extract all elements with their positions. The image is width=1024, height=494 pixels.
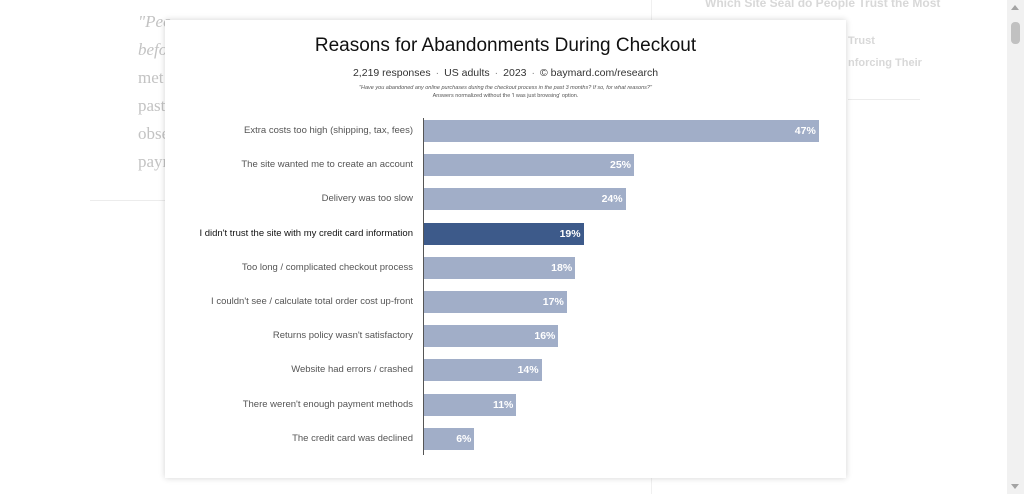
- page-scrollbar[interactable]: [1007, 0, 1024, 494]
- bar-value-label: 11%: [492, 398, 514, 411]
- bar-value-label: 18%: [551, 261, 573, 274]
- chart-meta: 2,219 responses · US adults · 2023 · © baymard…: [165, 67, 846, 79]
- chart-title: Reasons for Abandonments During Checkout: [314, 35, 697, 56]
- sidebar-article-link[interactable]: Which Site Seal do People Trust the Most: [705, 0, 941, 10]
- chart-note: Answers normalized without the 'I was ju…: [432, 93, 579, 99]
- article-divider: [90, 200, 165, 201]
- category-label: Delivery was too slow: [321, 193, 413, 205]
- y-axis-line: [423, 118, 424, 455]
- bar: 17%: [424, 291, 567, 313]
- bar-value-label: 25%: [609, 159, 631, 172]
- source: © baymard.com/research: [540, 67, 659, 79]
- sidebar-divider: [848, 99, 920, 100]
- survey-question: "Have you abandoned any online purchases…: [359, 85, 652, 91]
- bar-value-label: 16%: [534, 330, 556, 343]
- article-line: befo: [138, 40, 168, 59]
- meta-separator: ·: [435, 67, 440, 79]
- bar-value-label: 6%: [456, 432, 472, 445]
- scroll-up-icon[interactable]: [1011, 5, 1019, 10]
- responses-count: 2,219 responses: [352, 67, 431, 79]
- category-label: I couldn't see / calculate total order c…: [211, 296, 413, 307]
- article-line: past: [138, 96, 166, 115]
- bar: 11%: [424, 393, 517, 416]
- chart-modal: Reasons for Abandonments During Checkout…: [165, 20, 846, 478]
- scroll-down-icon[interactable]: [1011, 484, 1019, 489]
- article-line: payr: [138, 152, 169, 171]
- bar: 25%: [424, 154, 634, 177]
- bar: 18%: [424, 256, 576, 279]
- scrollbar-thumb[interactable]: [1011, 22, 1020, 44]
- category-label: Too long / complicated checkout process: [241, 261, 413, 273]
- bar-value-label: 17%: [542, 296, 564, 308]
- category-label: I didn't trust the site with my credit c…: [199, 227, 413, 239]
- article-line: "Peo: [138, 12, 172, 31]
- bar: 6%: [424, 427, 475, 450]
- article-line: obse: [138, 124, 170, 143]
- bar: 24%: [424, 188, 626, 211]
- bar: 19%: [424, 222, 584, 245]
- year: 2023: [503, 67, 527, 79]
- category-label: Extra costs too high (shipping, tax, fee…: [244, 125, 413, 136]
- bar: 16%: [424, 325, 559, 348]
- meta-separator: ·: [494, 67, 499, 79]
- sidebar-article-link[interactable]: nforcing Their: [848, 57, 922, 69]
- bar-value-label: 14%: [517, 364, 539, 377]
- bar-value-label: 47%: [794, 125, 816, 137]
- audience: US adults: [444, 67, 490, 79]
- sidebar-article-link[interactable]: Trust: [848, 35, 875, 47]
- category-label: There weren't enough payment methods: [242, 398, 413, 410]
- article-line: met: [138, 68, 164, 87]
- category-label: The site wanted me to create an account: [241, 159, 413, 171]
- category-label: Returns policy wasn't satisfactory: [272, 330, 413, 342]
- bar: 47%: [424, 120, 819, 142]
- meta-separator: ·: [531, 67, 536, 79]
- bar-value-label: 24%: [601, 193, 623, 206]
- article-text: "Peo befo met past obse payr: [138, 8, 178, 176]
- category-label: The credit card was declined: [292, 432, 413, 444]
- category-label: Website had errors / crashed: [291, 364, 413, 376]
- bar-value-label: 19%: [559, 227, 581, 240]
- bar: 14%: [424, 359, 542, 382]
